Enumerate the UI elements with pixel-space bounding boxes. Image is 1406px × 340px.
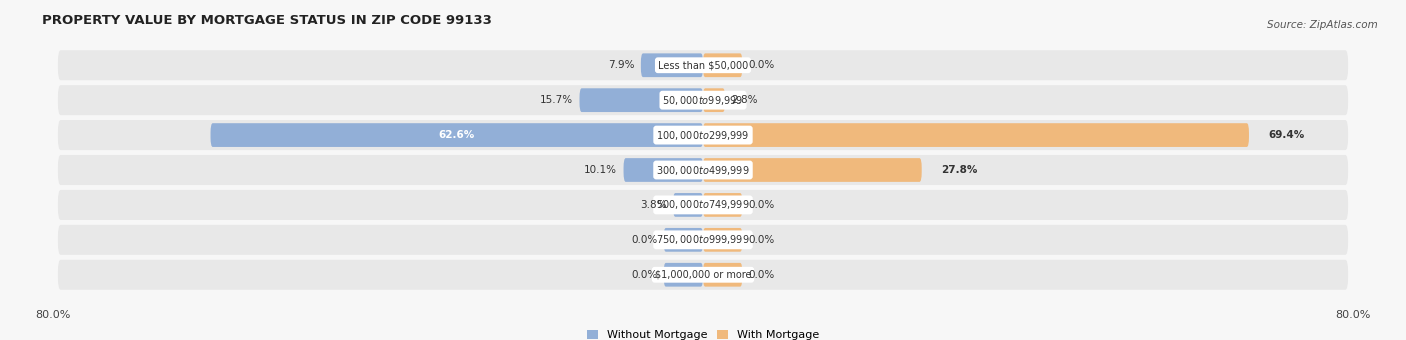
FancyBboxPatch shape <box>58 120 1348 150</box>
FancyBboxPatch shape <box>703 88 725 112</box>
FancyBboxPatch shape <box>58 85 1348 115</box>
Text: 69.4%: 69.4% <box>1268 130 1305 140</box>
FancyBboxPatch shape <box>58 190 1348 220</box>
FancyBboxPatch shape <box>703 228 742 252</box>
FancyBboxPatch shape <box>58 225 1348 255</box>
FancyBboxPatch shape <box>579 88 703 112</box>
Text: PROPERTY VALUE BY MORTGAGE STATUS IN ZIP CODE 99133: PROPERTY VALUE BY MORTGAGE STATUS IN ZIP… <box>42 14 492 27</box>
Text: 10.1%: 10.1% <box>585 165 617 175</box>
FancyBboxPatch shape <box>58 50 1348 80</box>
Text: Less than $50,000: Less than $50,000 <box>658 60 748 70</box>
FancyBboxPatch shape <box>664 228 703 252</box>
FancyBboxPatch shape <box>703 263 742 287</box>
FancyBboxPatch shape <box>703 193 742 217</box>
Text: 0.0%: 0.0% <box>748 235 775 245</box>
Text: 80.0%: 80.0% <box>1336 310 1371 320</box>
Text: 0.0%: 0.0% <box>748 200 775 210</box>
FancyBboxPatch shape <box>58 155 1348 185</box>
FancyBboxPatch shape <box>673 193 703 217</box>
FancyBboxPatch shape <box>211 123 703 147</box>
FancyBboxPatch shape <box>664 263 703 287</box>
Text: 3.8%: 3.8% <box>640 200 666 210</box>
FancyBboxPatch shape <box>641 53 703 77</box>
Text: 0.0%: 0.0% <box>631 270 658 280</box>
Text: $750,000 to $999,999: $750,000 to $999,999 <box>657 233 749 246</box>
FancyBboxPatch shape <box>703 53 742 77</box>
Text: 15.7%: 15.7% <box>540 95 574 105</box>
Text: 0.0%: 0.0% <box>748 270 775 280</box>
Text: 62.6%: 62.6% <box>439 130 475 140</box>
Text: 2.8%: 2.8% <box>731 95 758 105</box>
FancyBboxPatch shape <box>58 260 1348 290</box>
FancyBboxPatch shape <box>703 158 922 182</box>
Text: 27.8%: 27.8% <box>942 165 977 175</box>
Text: $100,000 to $299,999: $100,000 to $299,999 <box>657 129 749 141</box>
Text: $50,000 to $99,999: $50,000 to $99,999 <box>662 94 744 107</box>
Text: 0.0%: 0.0% <box>631 235 658 245</box>
Legend: Without Mortgage, With Mortgage: Without Mortgage, With Mortgage <box>588 330 818 340</box>
FancyBboxPatch shape <box>623 158 703 182</box>
Text: $1,000,000 or more: $1,000,000 or more <box>655 270 751 280</box>
Text: 0.0%: 0.0% <box>748 60 775 70</box>
Text: $300,000 to $499,999: $300,000 to $499,999 <box>657 164 749 176</box>
FancyBboxPatch shape <box>703 123 1249 147</box>
Text: 7.9%: 7.9% <box>607 60 634 70</box>
Text: 80.0%: 80.0% <box>35 310 70 320</box>
Text: $500,000 to $749,999: $500,000 to $749,999 <box>657 199 749 211</box>
Text: Source: ZipAtlas.com: Source: ZipAtlas.com <box>1267 20 1378 30</box>
